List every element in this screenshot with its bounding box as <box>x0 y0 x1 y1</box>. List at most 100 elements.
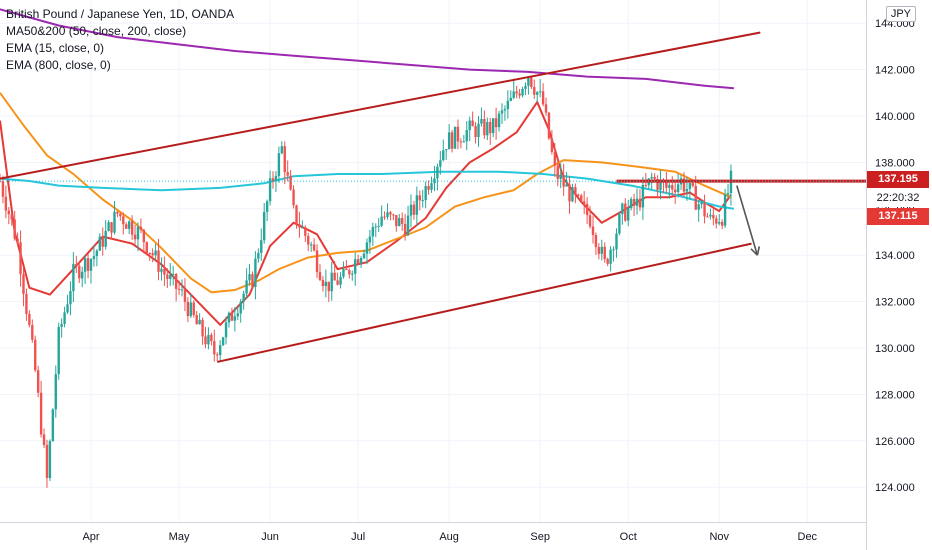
candle-body <box>224 322 228 338</box>
candle-body <box>406 215 410 236</box>
candle-body <box>489 121 492 134</box>
candle-body <box>330 272 333 292</box>
candle-body <box>562 174 565 187</box>
indicator-ma50-200[interactable]: MA50&200 (50, close, 200, close) <box>6 24 187 38</box>
candle-body <box>4 196 8 211</box>
candle-body <box>433 178 436 184</box>
candle-body <box>321 279 325 287</box>
candle-body <box>527 77 530 86</box>
y-tick-label: 132.000 <box>875 297 915 309</box>
candle-body <box>635 198 639 206</box>
candle-body <box>521 88 524 96</box>
candle-body <box>606 258 609 264</box>
candle-body <box>656 179 659 190</box>
candle-body <box>462 141 466 143</box>
symbol-title[interactable]: British Pound / Japanese Yen, 1D, OANDA <box>6 7 235 21</box>
candle-body <box>503 109 507 111</box>
candle-body <box>403 223 407 236</box>
candle-body <box>45 444 49 479</box>
x-tick-label: Dec <box>798 531 818 543</box>
candle-body <box>180 289 184 291</box>
candle-body <box>107 222 110 231</box>
candle-body <box>327 281 330 292</box>
candle-body <box>615 233 618 250</box>
candle-body <box>395 215 398 227</box>
candle-body <box>412 204 416 215</box>
y-tick-label: 128.000 <box>875 389 915 401</box>
candles <box>0 76 733 488</box>
candle-body <box>392 214 395 216</box>
candle-body <box>600 246 603 254</box>
candle-body <box>57 326 60 375</box>
candle-body <box>289 175 292 190</box>
candle-body <box>718 222 721 224</box>
candle-body <box>86 258 90 271</box>
candle-body <box>383 216 386 218</box>
candle-body <box>95 250 99 257</box>
indicator-ema15[interactable]: EMA (15, close, 0) <box>6 41 105 55</box>
candle-body <box>25 294 28 314</box>
candle-body <box>641 184 645 208</box>
chart-legend: British Pound / Japanese Yen, 1D, OANDA … <box>6 6 234 74</box>
candle-body <box>459 141 463 143</box>
candle-body <box>274 176 278 182</box>
candle-body <box>389 212 392 215</box>
candle-body <box>1 181 5 197</box>
candle-body <box>415 195 419 215</box>
candle-body <box>638 198 642 208</box>
candle-body <box>591 226 595 236</box>
candle-body <box>239 301 242 314</box>
candle-body <box>242 293 245 302</box>
candle-body <box>430 183 433 190</box>
candle-body <box>104 230 107 247</box>
candle-body <box>694 185 697 210</box>
candle-body <box>174 273 178 289</box>
candle-body <box>668 185 671 188</box>
candle-body <box>10 214 13 220</box>
candle-body <box>39 392 43 435</box>
currency-badge[interactable]: JPY <box>885 6 916 22</box>
candle-body <box>659 179 662 190</box>
candle-body <box>673 189 677 193</box>
candle-body <box>474 126 477 138</box>
candle-body <box>380 216 383 226</box>
candle-body <box>139 226 143 230</box>
y-tick-label: 142.000 <box>875 65 915 77</box>
candle-body <box>421 200 424 202</box>
candle-body <box>688 183 692 190</box>
candle-body <box>286 172 289 176</box>
candle-body <box>486 121 489 136</box>
candle-body <box>265 201 269 213</box>
candle-body <box>221 337 225 346</box>
candle-body <box>186 301 190 317</box>
candle-body <box>700 202 703 205</box>
ema-price-tag: 137.115 <box>867 208 929 225</box>
candle-body <box>571 187 574 202</box>
candle-body <box>201 319 204 337</box>
candle-body <box>665 182 668 188</box>
indicator-ema800[interactable]: EMA (800, close, 0) <box>6 58 111 72</box>
x-tick-label: Sep <box>530 531 550 543</box>
candle-body <box>345 269 348 271</box>
y-tick-label: 140.000 <box>875 111 915 123</box>
candle-body <box>348 269 351 275</box>
candle-body <box>497 113 501 128</box>
candle-body <box>89 259 93 271</box>
y-tick-label: 124.000 <box>875 482 915 494</box>
candle-body <box>368 236 372 243</box>
candle-body <box>145 242 148 253</box>
candle-body <box>509 97 512 101</box>
candle-body <box>518 93 521 96</box>
candle-body <box>324 281 328 287</box>
candle-body <box>398 218 401 227</box>
candle-body <box>198 319 201 325</box>
candle-body <box>445 149 448 151</box>
candle-body <box>653 176 656 180</box>
candle-body <box>69 291 72 305</box>
candle-body <box>568 184 571 202</box>
candle-body <box>671 185 674 190</box>
candle-body <box>712 214 715 219</box>
series-line-ema-15 <box>0 92 732 294</box>
